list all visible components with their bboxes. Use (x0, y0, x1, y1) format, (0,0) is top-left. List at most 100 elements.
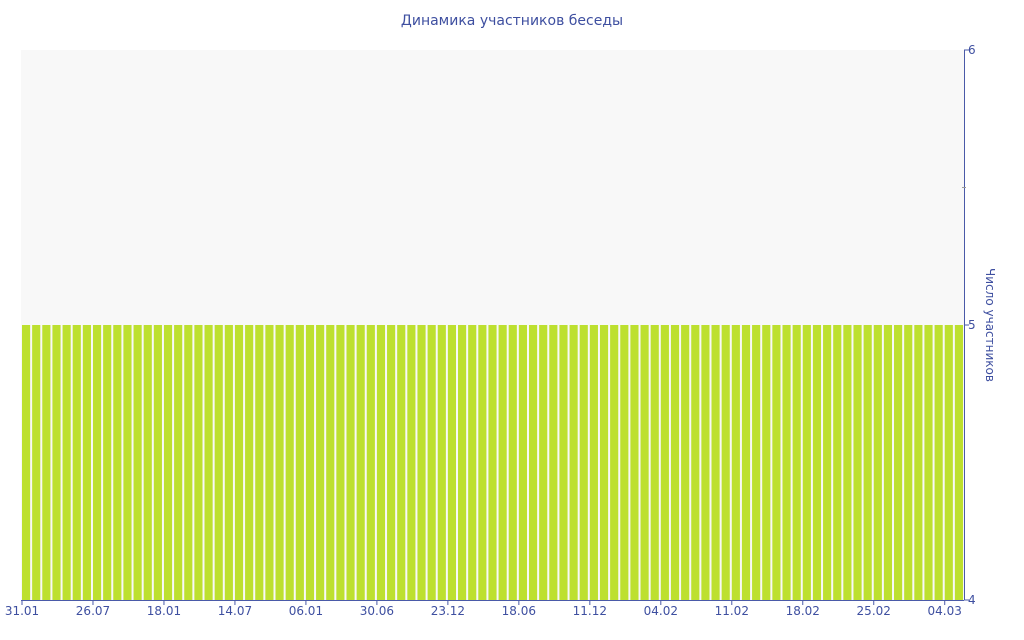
bar (731, 325, 740, 600)
bar (285, 325, 294, 600)
bar (944, 325, 953, 600)
y-tick-label: 4 (968, 593, 976, 607)
bar (255, 325, 264, 600)
bar (366, 325, 375, 600)
bar (458, 325, 467, 600)
bar (599, 325, 609, 600)
bar (133, 325, 142, 600)
bar (245, 325, 254, 600)
bar (823, 325, 832, 600)
bar (924, 325, 933, 600)
x-tick-label: 18.06 (502, 604, 536, 618)
bar (681, 325, 690, 600)
bar (52, 325, 61, 600)
bar (518, 325, 527, 600)
bar (336, 325, 345, 600)
x-tick-label: 18.02 (786, 604, 820, 618)
bar (782, 325, 791, 600)
bar (701, 325, 710, 600)
bar (954, 325, 963, 600)
bar (721, 325, 730, 600)
bar (194, 325, 203, 600)
bar (528, 325, 538, 600)
bar (792, 325, 801, 600)
bar (833, 325, 842, 600)
bar (914, 325, 923, 600)
bar (772, 325, 781, 600)
bar (904, 325, 913, 600)
bar (174, 325, 183, 600)
bar (650, 325, 659, 600)
bar (640, 325, 649, 600)
y-tick-label: 5 (968, 318, 976, 332)
bar (934, 325, 943, 600)
bar (559, 325, 568, 600)
bar (376, 325, 386, 600)
bar (407, 325, 416, 600)
x-tick-label: 11.12 (573, 604, 607, 618)
bar (356, 325, 365, 600)
y-axis-label: Число участников (983, 268, 997, 382)
bar (234, 325, 244, 600)
bar (204, 325, 213, 600)
bar (660, 325, 669, 600)
bar (589, 325, 598, 600)
x-tick-label: 06.01 (289, 604, 323, 618)
x-tick-label: 23.12 (431, 604, 465, 618)
x-tick-label: 11.02 (715, 604, 749, 618)
bar (630, 325, 639, 600)
chart-title: Динамика участников беседы (400, 13, 624, 29)
bar (123, 325, 132, 600)
bar (143, 325, 152, 600)
bar (32, 325, 41, 600)
x-tick-label: 18.01 (147, 604, 181, 618)
bar (691, 325, 700, 600)
bar (62, 325, 71, 600)
bar (468, 325, 477, 600)
bar (72, 325, 81, 600)
bar (670, 325, 680, 600)
x-tick-label: 14.07 (218, 604, 252, 618)
bar (427, 325, 436, 600)
x-tick-label: 25.02 (857, 604, 891, 618)
bar (305, 325, 315, 600)
bar (873, 325, 882, 600)
bar (346, 325, 355, 600)
bar (214, 325, 223, 600)
bar (863, 325, 872, 600)
bar (894, 325, 903, 600)
x-tick-label: 04.03 (928, 604, 962, 618)
x-tick-label: 31.01 (5, 604, 39, 618)
x-tick-label: 04.02 (644, 604, 678, 618)
bar (752, 325, 761, 600)
bar (275, 325, 284, 600)
bar (103, 325, 112, 600)
x-tick-label: 30.06 (360, 604, 394, 618)
bar (539, 325, 548, 600)
bar (610, 325, 619, 600)
bar (417, 325, 426, 600)
bar (843, 325, 852, 600)
bar (113, 325, 122, 600)
x-tick-label: 26.07 (76, 604, 110, 618)
bar (397, 325, 406, 600)
bar (163, 325, 173, 600)
bar (549, 325, 558, 600)
bar (711, 325, 720, 600)
bar (42, 325, 51, 600)
bar (508, 325, 517, 600)
bar (387, 325, 396, 600)
bar (620, 325, 629, 600)
bar (478, 325, 487, 600)
bar (265, 325, 274, 600)
bar (741, 325, 751, 600)
bar (437, 325, 446, 600)
bar (82, 325, 91, 600)
bar (316, 325, 325, 600)
bar (224, 325, 233, 600)
bar (812, 325, 822, 600)
bar (883, 325, 893, 600)
bar (579, 325, 588, 600)
bar (295, 325, 304, 600)
